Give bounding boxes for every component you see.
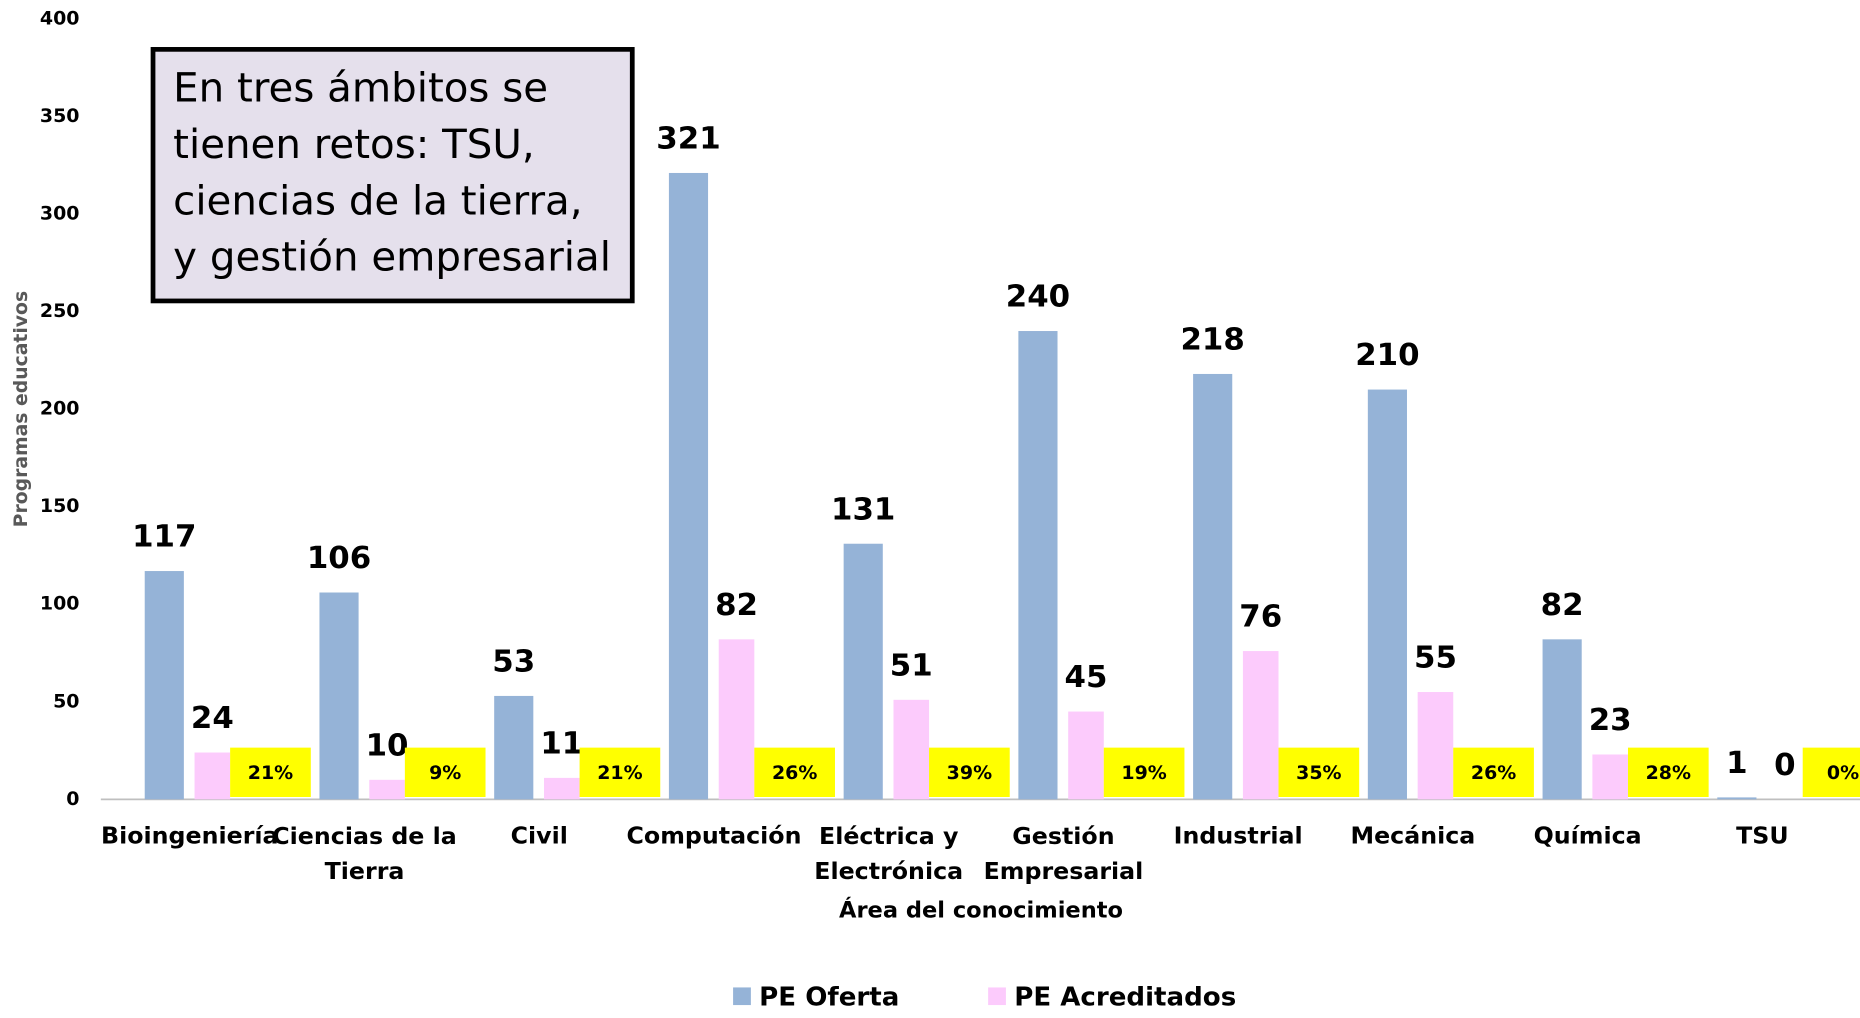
bar bbox=[668, 172, 709, 800]
annotation-text: tienen retos: TSU, bbox=[173, 122, 535, 168]
y-tick-label: 300 bbox=[40, 202, 80, 224]
x-tick-label: Eléctrica y Electrónica bbox=[814, 822, 963, 885]
y-axis-title: Programas educativos bbox=[10, 291, 32, 527]
y-tick-label: 350 bbox=[40, 105, 80, 127]
data-label: 45 bbox=[1065, 660, 1108, 695]
x-tick-label: Gestión Empresarial bbox=[984, 822, 1144, 885]
data-label: 82 bbox=[715, 588, 758, 623]
legend-swatch bbox=[988, 987, 1006, 1006]
percent-box bbox=[1278, 747, 1360, 798]
bar bbox=[1018, 331, 1058, 800]
x-tick-label: Computación bbox=[626, 822, 801, 850]
percent-label: 39% bbox=[947, 762, 992, 784]
x-tick-label: Mecánica bbox=[1350, 822, 1475, 850]
y-tick-label: 200 bbox=[40, 398, 80, 420]
data-label: 10 bbox=[366, 729, 409, 764]
x-tick-label: Industrial bbox=[1174, 822, 1303, 850]
bar bbox=[1068, 711, 1104, 800]
bar bbox=[1367, 389, 1407, 800]
y-tick-label: 250 bbox=[40, 300, 80, 322]
bar bbox=[893, 699, 930, 800]
bar bbox=[1592, 754, 1628, 800]
y-tick-label: 400 bbox=[40, 7, 80, 29]
y-tick-label: 150 bbox=[40, 495, 80, 517]
y-tick-label: 100 bbox=[40, 593, 80, 615]
percent-label: 26% bbox=[772, 762, 817, 784]
bar bbox=[718, 639, 755, 800]
data-label: 106 bbox=[307, 541, 371, 576]
percent-box bbox=[1453, 747, 1534, 798]
percent-label: 21% bbox=[597, 762, 642, 784]
bar bbox=[1717, 797, 1757, 800]
bar bbox=[319, 592, 359, 800]
data-label: 210 bbox=[1355, 338, 1419, 373]
x-tick-label: Ciencias de la Tierra bbox=[272, 822, 457, 885]
bar bbox=[1542, 639, 1582, 800]
percent-label: 21% bbox=[248, 762, 293, 784]
data-label: 53 bbox=[492, 645, 535, 680]
legend-swatch bbox=[733, 987, 751, 1006]
data-label: 24 bbox=[191, 701, 234, 736]
x-tick-label: Química bbox=[1534, 822, 1642, 850]
legend-label: PE Oferta bbox=[759, 983, 899, 1013]
bar bbox=[843, 543, 883, 800]
y-tick-label: 50 bbox=[53, 690, 79, 712]
percent-label: 0% bbox=[1827, 762, 1859, 784]
bar bbox=[1193, 373, 1233, 800]
data-label: 0 bbox=[1774, 748, 1795, 783]
data-label: 131 bbox=[831, 492, 895, 527]
bar bbox=[494, 695, 534, 800]
percent-label: 26% bbox=[1471, 762, 1516, 784]
percent-label: 9% bbox=[429, 762, 461, 784]
annotation-text: y gestión empresarial bbox=[173, 235, 611, 281]
percent-box bbox=[579, 747, 661, 798]
percent-box bbox=[1627, 747, 1709, 798]
percent-label: 19% bbox=[1121, 762, 1166, 784]
percent-box bbox=[1103, 747, 1185, 798]
bar bbox=[1417, 692, 1454, 800]
annotation-text: En tres ámbitos se bbox=[173, 66, 548, 112]
data-label: 117 bbox=[132, 520, 196, 555]
percent-box bbox=[1802, 747, 1860, 798]
annotation-text: ciencias de la tierra, bbox=[173, 178, 582, 224]
bar bbox=[1242, 651, 1279, 800]
percent-label: 28% bbox=[1646, 762, 1691, 784]
percent-box bbox=[404, 747, 486, 798]
annotation-box bbox=[150, 47, 635, 304]
percent-box bbox=[929, 747, 1010, 798]
percent-box bbox=[230, 747, 311, 798]
data-label: 76 bbox=[1239, 600, 1282, 635]
bar bbox=[544, 777, 580, 800]
bar bbox=[369, 779, 405, 800]
bar bbox=[144, 571, 184, 800]
data-label: 321 bbox=[656, 122, 720, 157]
x-tick-label: Bioingeniería bbox=[101, 822, 279, 850]
data-label: 11 bbox=[540, 727, 583, 762]
legend-label: PE Acreditados bbox=[1014, 983, 1236, 1013]
data-label: 218 bbox=[1181, 323, 1245, 358]
x-tick-label: TSU bbox=[1736, 822, 1789, 850]
bar bbox=[194, 752, 231, 800]
percent-label: 35% bbox=[1296, 762, 1341, 784]
data-label: 1 bbox=[1726, 746, 1747, 781]
data-label: 82 bbox=[1541, 588, 1584, 623]
data-label: 55 bbox=[1414, 641, 1457, 676]
x-tick-label: Civil bbox=[511, 822, 568, 850]
y-tick-label: 0 bbox=[66, 788, 79, 810]
x-axis-title: Área del conocimiento bbox=[839, 896, 1123, 924]
data-label: 51 bbox=[890, 649, 933, 684]
data-label: 240 bbox=[1006, 280, 1070, 315]
data-label: 23 bbox=[1589, 703, 1632, 738]
percent-box bbox=[754, 747, 835, 798]
